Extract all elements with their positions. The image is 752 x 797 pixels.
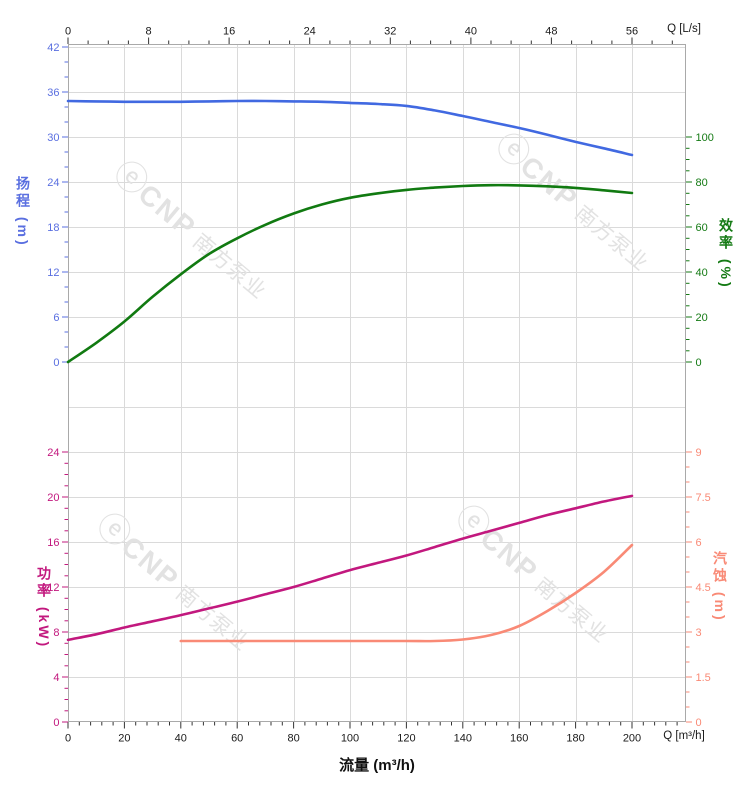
tick-label: 6 bbox=[53, 312, 59, 324]
top-axis-unit-label: Q [L/s] bbox=[667, 23, 701, 35]
tick-label: 20 bbox=[118, 733, 130, 745]
tick-label: 60 bbox=[696, 222, 708, 234]
power-axis: 0 4 8 12 16 20 24 bbox=[47, 447, 68, 729]
tick-label: 8 bbox=[146, 26, 152, 38]
tick-label: 4.5 bbox=[696, 582, 711, 594]
tick-label: 0 bbox=[696, 357, 702, 369]
tick-label: 24 bbox=[304, 26, 316, 38]
tick-label: 20 bbox=[47, 492, 59, 504]
tick-label: 3 bbox=[696, 627, 702, 639]
tick-label: 18 bbox=[47, 222, 59, 234]
tick-label: 0 bbox=[53, 717, 59, 729]
npsh-axis-title: 汽蚀 (m) bbox=[712, 551, 728, 623]
flow-axis-top: 0 8 16 24 32 40 48 56 bbox=[65, 26, 673, 44]
tick-label: 24 bbox=[47, 177, 59, 189]
flow-axis-title: 流量 (m³/h) bbox=[339, 757, 415, 774]
tick-label: 0 bbox=[696, 717, 702, 729]
tick-label: 0 bbox=[65, 26, 71, 38]
tick-label: 42 bbox=[47, 42, 59, 54]
head-axis-title: 扬程 (m) bbox=[15, 176, 31, 248]
tick-label: 9 bbox=[696, 447, 702, 459]
tick-label: 12 bbox=[47, 267, 59, 279]
tick-label: 80 bbox=[287, 733, 299, 745]
tick-label: 8 bbox=[53, 627, 59, 639]
tick-label: 160 bbox=[510, 733, 528, 745]
head-curve bbox=[66, 99, 634, 157]
tick-label: 1.5 bbox=[696, 672, 711, 684]
npsh-axis: 0 1.5 3 4.5 6 7.5 9 bbox=[686, 447, 711, 729]
tick-label: 36 bbox=[47, 87, 59, 99]
efficiency-axis-title: 效率 (%) bbox=[718, 218, 734, 290]
tick-label: 40 bbox=[696, 267, 708, 279]
tick-label: 56 bbox=[626, 26, 638, 38]
tick-label: 0 bbox=[65, 733, 71, 745]
tick-label: 20 bbox=[696, 312, 708, 324]
tick-label: 4 bbox=[53, 672, 59, 684]
tick-label: 24 bbox=[47, 447, 59, 459]
tick-label: 32 bbox=[384, 26, 396, 38]
tick-label: 16 bbox=[47, 537, 59, 549]
flow-axis-bottom: 0 20 40 60 80 100 120 140 160 180 200 bbox=[65, 722, 678, 745]
tick-label: 0 bbox=[53, 357, 59, 369]
tick-label: 48 bbox=[545, 26, 557, 38]
tick-label: 120 bbox=[397, 733, 415, 745]
tick-label: 100 bbox=[341, 733, 359, 745]
gridlines bbox=[68, 44, 686, 722]
svg-text:ⓔCNP 南方泵业: ⓔCNP 南方泵业 bbox=[107, 153, 279, 305]
tick-label: 80 bbox=[696, 177, 708, 189]
tick-label: 16 bbox=[223, 26, 235, 38]
tick-label: 12 bbox=[47, 582, 59, 594]
tick-label: 180 bbox=[566, 733, 584, 745]
npsh-curve bbox=[179, 543, 634, 643]
tick-label: 140 bbox=[454, 733, 472, 745]
efficiency-curve bbox=[66, 183, 634, 364]
tick-label: 30 bbox=[47, 132, 59, 144]
power-axis-title: 功率 (kW) bbox=[36, 566, 52, 650]
tick-label: 6 bbox=[696, 537, 702, 549]
tick-label: 200 bbox=[623, 733, 641, 745]
power-curve bbox=[66, 494, 634, 642]
plot-frame bbox=[68, 44, 686, 722]
tick-label: 60 bbox=[231, 733, 243, 745]
svg-text:ⓔCNP 南方泵业: ⓔCNP 南方泵业 bbox=[90, 505, 262, 657]
tick-label: 40 bbox=[175, 733, 187, 745]
svg-text:ⓔCNP 南方泵业: ⓔCNP 南方泵业 bbox=[489, 125, 661, 277]
bottom-axis-unit-label: Q [m³/h] bbox=[663, 730, 705, 742]
head-axis: 0 6 12 18 24 30 36 42 bbox=[47, 42, 68, 369]
efficiency-axis: 0 20 40 60 80 100 bbox=[686, 132, 714, 369]
tick-label: 7.5 bbox=[696, 492, 711, 504]
tick-label: 40 bbox=[465, 26, 477, 38]
tick-label: 100 bbox=[696, 132, 714, 144]
